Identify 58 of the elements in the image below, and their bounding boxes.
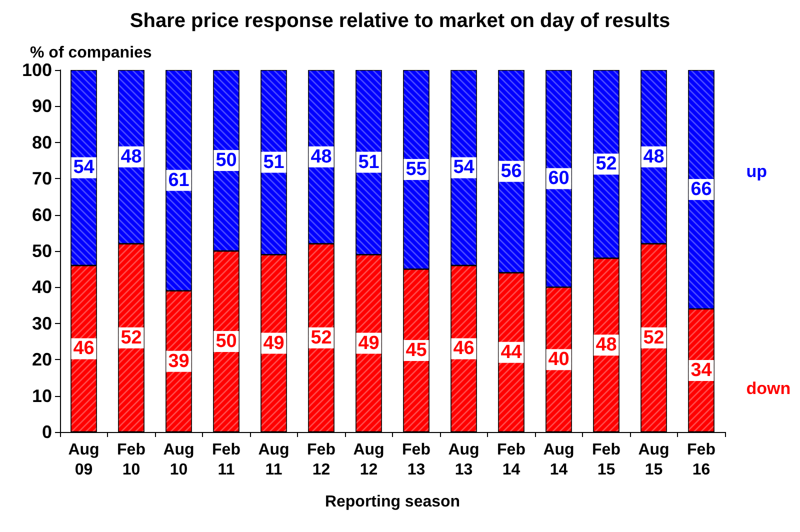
x-tick-label: Feb 15 [592, 442, 621, 478]
data-label: 52 [310, 327, 332, 348]
y-tick-label: 40 [32, 277, 52, 298]
data-label: 51 [263, 152, 285, 173]
data-label: 48 [310, 146, 332, 168]
y-tick-label: 30 [32, 313, 52, 334]
x-tick-label: Aug 11 [258, 442, 290, 478]
y-tick-label: 0 [42, 422, 52, 442]
data-label: 46 [73, 338, 94, 360]
x-tick-label: Aug 15 [638, 442, 670, 478]
data-label: 48 [643, 146, 664, 168]
data-label: 60 [548, 168, 570, 190]
x-tick-label: Feb 12 [307, 442, 336, 478]
data-label: 44 [500, 342, 522, 363]
y-tick-label: 60 [32, 204, 52, 225]
data-label: 52 [120, 327, 142, 348]
data-label: 51 [358, 152, 380, 173]
y-tick-label: 20 [32, 350, 52, 370]
y-axis-title: % of companies [30, 44, 152, 62]
x-tick-label: Feb 11 [212, 442, 241, 478]
chart-title: Share price response relative to market on day of results [130, 10, 670, 32]
data-label: 34 [690, 360, 712, 381]
series-label: down [746, 378, 791, 398]
x-tick-label: Aug 14 [543, 442, 574, 478]
data-label: 56 [500, 160, 522, 182]
series-label: up [746, 162, 768, 181]
y-tick-label: 70 [32, 168, 52, 189]
x-tick-label: Aug 10 [163, 442, 194, 478]
data-label: 46 [453, 338, 474, 360]
x-tick-label: Aug 13 [448, 442, 480, 478]
y-tick-label: 90 [32, 96, 52, 116]
y-tick-label: 80 [32, 132, 52, 152]
data-label: 52 [643, 327, 664, 348]
data-label: 54 [73, 157, 95, 178]
data-label: 50 [216, 331, 237, 352]
data-label: 50 [216, 150, 237, 171]
data-label: 39 [168, 350, 190, 372]
x-tick-label: Aug 12 [353, 442, 384, 478]
x-tick-label: Feb 13 [402, 442, 431, 478]
y-tick-label: 100 [22, 60, 52, 80]
data-label: 49 [263, 332, 284, 354]
data-label: 61 [168, 170, 190, 191]
data-label: 48 [596, 334, 617, 356]
data-label: 54 [453, 157, 475, 178]
x-tick-label: Aug 09 [68, 442, 100, 478]
data-label: 49 [358, 332, 380, 354]
data-label: 52 [596, 154, 617, 175]
data-label: 55 [406, 159, 428, 180]
y-tick-label: 50 [32, 241, 52, 261]
x-tick-label: Feb 16 [687, 442, 716, 478]
data-label: 48 [120, 146, 142, 168]
x-axis-title: Reporting season [324, 494, 460, 510]
data-label: 40 [548, 349, 570, 370]
y-tick-label: 10 [32, 386, 52, 406]
x-tick-label: Feb 10 [117, 442, 146, 478]
data-label: 66 [690, 178, 712, 200]
data-label: 45 [406, 340, 428, 362]
x-tick-label: Feb 14 [497, 442, 526, 478]
